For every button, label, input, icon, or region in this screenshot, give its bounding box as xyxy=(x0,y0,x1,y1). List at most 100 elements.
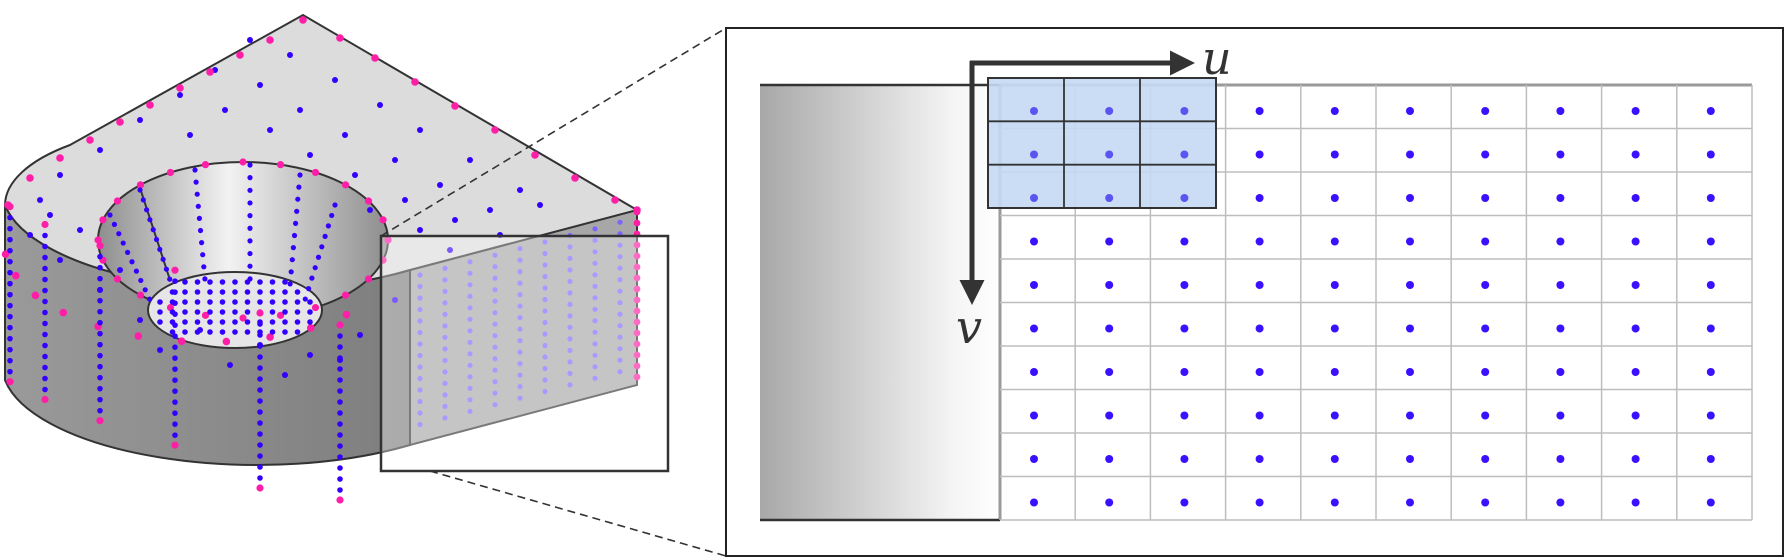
v-axis-label: v xyxy=(956,300,982,354)
interior-sample-point xyxy=(42,232,48,239)
edge-sample-point xyxy=(379,216,387,224)
interior-sample-point xyxy=(42,375,48,382)
interior-sample-point xyxy=(296,184,302,190)
interior-sample-point xyxy=(492,287,498,293)
interior-sample-point xyxy=(269,289,276,295)
uv-sample-point xyxy=(1105,237,1114,246)
interior-sample-point xyxy=(542,342,548,349)
interior-sample-point xyxy=(302,296,308,302)
uv-sample-point xyxy=(1706,455,1715,463)
interior-sample-point xyxy=(417,375,423,382)
interior-sample-point xyxy=(517,246,523,252)
interior-sample-point xyxy=(7,368,13,375)
edge-sample-point xyxy=(633,274,641,282)
kernel-grid-lines xyxy=(988,78,1216,208)
uv-sample-point xyxy=(1706,368,1715,376)
interior-sample-point xyxy=(257,289,263,295)
interior-sample-point xyxy=(617,265,623,271)
edge-sample-point xyxy=(113,275,122,283)
interior-sample-point xyxy=(153,236,160,243)
uv-sample-point xyxy=(1255,281,1264,289)
interior-sample-point xyxy=(442,357,448,363)
interior-sample-point xyxy=(144,207,150,213)
uv-sample-point xyxy=(1406,411,1414,420)
edge-sample-point xyxy=(177,337,186,346)
uv-sample-point xyxy=(1406,281,1414,289)
edge-sample-point xyxy=(86,136,94,144)
interior-sample-point xyxy=(42,364,48,371)
interior-sample-point xyxy=(542,262,548,268)
uv-sample-point xyxy=(1180,194,1189,202)
interior-sample-point xyxy=(337,443,343,449)
interior-sample-point xyxy=(297,172,303,178)
uv-sample-point xyxy=(1556,411,1565,420)
interior-sample-point xyxy=(247,250,253,257)
interior-sample-point xyxy=(517,384,523,390)
edge-sample-point xyxy=(384,236,392,244)
edge-sample-point xyxy=(276,161,285,169)
interior-sample-point xyxy=(172,322,178,328)
uv-sample-point xyxy=(1406,324,1414,333)
interior-sample-point xyxy=(467,157,473,163)
interior-sample-point xyxy=(257,82,263,88)
interior-sample-point xyxy=(97,396,103,403)
edge-sample-point xyxy=(113,197,122,205)
interior-sample-point xyxy=(492,379,498,385)
interior-sample-point xyxy=(37,197,43,203)
edge-sample-point xyxy=(41,395,49,404)
uv-sample-point xyxy=(1180,368,1189,376)
interior-sample-point xyxy=(442,300,448,306)
interior-sample-point xyxy=(567,255,573,261)
interior-sample-point xyxy=(197,227,204,234)
interior-sample-point xyxy=(117,267,123,273)
interior-sample-point xyxy=(592,283,598,289)
interior-sample-point xyxy=(172,344,178,350)
interior-sample-point xyxy=(207,289,213,295)
interior-sample-point xyxy=(192,167,198,173)
interior-sample-point xyxy=(442,323,448,329)
interior-sample-point xyxy=(77,227,83,233)
interior-sample-point xyxy=(337,421,343,427)
interior-sample-point xyxy=(257,475,263,481)
convolution-kernel xyxy=(987,77,1217,209)
edge-sample-point xyxy=(94,236,102,244)
uv-sample-point xyxy=(1105,150,1114,159)
interior-sample-point xyxy=(200,252,206,258)
interior-sample-point xyxy=(617,346,623,352)
interior-sample-point xyxy=(196,215,202,221)
interior-sample-point xyxy=(309,275,315,281)
edge-sample-point xyxy=(311,303,320,312)
interior-sample-point xyxy=(282,319,288,325)
uv-sample-point xyxy=(1255,498,1264,507)
interior-sample-point xyxy=(392,157,398,163)
interior-sample-point xyxy=(617,334,623,340)
interior-sample-point xyxy=(244,329,251,335)
interior-sample-point xyxy=(244,289,251,295)
interior-sample-point xyxy=(172,377,178,383)
interior-sample-point xyxy=(592,318,598,324)
interior-sample-point xyxy=(7,357,13,364)
edge-sample-point xyxy=(171,441,179,449)
interior-sample-point xyxy=(617,254,623,260)
interior-sample-point xyxy=(287,281,293,287)
uv-sample-point xyxy=(1180,237,1189,246)
interior-sample-point xyxy=(617,369,623,375)
interior-sample-point xyxy=(517,349,523,355)
edge-sample-point xyxy=(571,174,579,182)
interior-sample-point xyxy=(617,242,623,248)
uv-sample-point xyxy=(1180,455,1189,463)
interior-sample-point xyxy=(294,289,301,295)
interior-sample-point xyxy=(207,299,213,305)
interior-sample-point xyxy=(202,276,208,282)
uv-sample-point xyxy=(1330,324,1339,333)
interior-sample-point xyxy=(307,352,313,358)
interior-sample-point xyxy=(195,203,201,209)
interior-sample-point xyxy=(247,238,253,244)
interior-sample-point xyxy=(150,227,156,233)
interior-sample-point xyxy=(7,324,13,331)
interior-sample-point xyxy=(322,233,328,239)
interior-sample-point xyxy=(97,330,103,337)
uv-sample-point xyxy=(1706,324,1715,333)
interior-sample-point xyxy=(567,370,573,376)
interior-sample-point xyxy=(492,344,498,350)
